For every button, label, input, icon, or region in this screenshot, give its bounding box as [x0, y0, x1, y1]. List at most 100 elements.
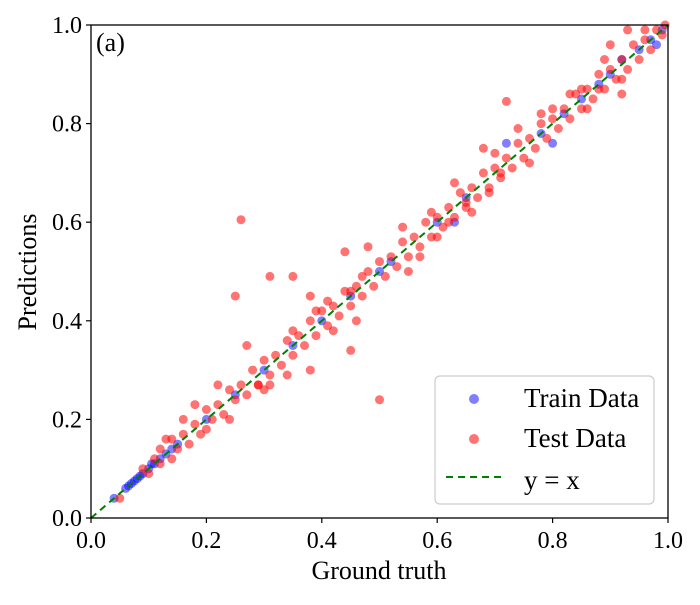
data-point-test [623, 25, 633, 35]
data-point-test [236, 380, 246, 390]
data-point-test [213, 380, 223, 390]
data-point-test [305, 316, 315, 326]
data-point-test [617, 89, 627, 99]
panel-label: (a) [96, 28, 125, 57]
data-point-test [242, 390, 252, 400]
y-tick-label: 1.0 [52, 13, 82, 39]
x-tick-label: 0.2 [191, 528, 221, 554]
data-point-test [600, 55, 609, 64]
data-point-test [444, 217, 454, 227]
data-point-test [190, 419, 200, 429]
data-point-test [513, 124, 523, 133]
data-point-test [594, 69, 604, 79]
data-point-test [351, 316, 361, 326]
data-point-test [340, 247, 350, 257]
data-point-test [276, 360, 286, 370]
data-point-test [398, 222, 408, 232]
data-point-test [398, 237, 408, 247]
legend-marker-test [469, 434, 479, 444]
legend-label-test: Test Data [524, 423, 626, 453]
data-point-test [473, 193, 483, 203]
y-tick-label: 0.8 [52, 112, 82, 138]
data-point-test [525, 158, 534, 168]
data-point-test [305, 291, 315, 301]
data-point-test [328, 326, 338, 336]
data-point-test [507, 163, 517, 173]
ticks-layer: 0.0 0.2 0.4 0.6 0.8 1.0 0.0 0.2 0.4 0.6 0.8 1.0 [52, 13, 683, 554]
data-point-test [461, 198, 471, 207]
data-point-test [415, 252, 425, 262]
data-point-test [230, 291, 240, 301]
data-point-test [201, 424, 211, 434]
y-tick-label: 0.0 [52, 506, 82, 532]
data-point-test [467, 207, 477, 217]
data-point-test [455, 188, 465, 198]
data-point-test [300, 341, 309, 350]
data-point-test [167, 454, 177, 464]
data-point-test [242, 341, 252, 350]
data-point-test [115, 493, 125, 503]
data-point-test [380, 271, 390, 281]
data-point-test [282, 336, 292, 345]
data-point-test [628, 40, 638, 50]
data-point-test [478, 143, 488, 153]
data-point-test [588, 94, 598, 104]
data-point-test [155, 444, 165, 454]
data-point-test [236, 215, 246, 225]
data-point-test [375, 257, 384, 267]
legend: Train Data Test Data y = x [434, 375, 655, 505]
x-tick-label: 0.6 [422, 528, 452, 554]
data-point-test [490, 148, 500, 158]
data-point-test [421, 217, 431, 227]
data-point-test [259, 355, 269, 365]
x-tick-label: 0.8 [538, 528, 568, 554]
data-point-test [288, 350, 298, 360]
data-point-test [305, 365, 315, 375]
legend-label-reference: y = x [524, 465, 580, 495]
legend-box [434, 375, 655, 505]
data-point-test [450, 178, 459, 188]
data-point-test [409, 232, 419, 242]
data-point-test [357, 271, 367, 281]
data-point-test [346, 301, 356, 311]
data-point-test [496, 168, 506, 178]
legend-label-train: Train Data [524, 383, 639, 413]
x-tick-label: 0.0 [76, 528, 106, 554]
x-tick-label: 1.0 [653, 528, 683, 554]
data-point-test [553, 124, 563, 133]
data-point-test [548, 114, 558, 124]
data-point-test [311, 306, 321, 316]
data-point-test [178, 414, 188, 424]
data-point-test [167, 434, 177, 444]
data-point-test [536, 119, 546, 129]
data-point-test [323, 296, 333, 306]
data-point-test [501, 96, 511, 106]
data-point-test [478, 168, 488, 178]
data-point-test [201, 405, 211, 414]
data-point-test [392, 262, 402, 272]
y-equals-x-line [90, 24, 669, 519]
data-point-test [640, 25, 650, 35]
data-point-test [426, 207, 436, 217]
x-tick-label: 0.4 [307, 528, 337, 554]
data-point-test [369, 281, 379, 291]
points-layer [109, 20, 670, 503]
data-point-test [265, 370, 275, 380]
data-point-test [311, 331, 321, 341]
data-point-test [617, 74, 627, 84]
data-point-test [375, 395, 384, 405]
data-point-test [565, 114, 575, 124]
data-point-test [536, 109, 546, 119]
data-point-test [357, 291, 367, 301]
data-point-test [513, 138, 523, 148]
data-point-test [346, 345, 356, 355]
data-point-test [259, 385, 269, 395]
y-tick-label: 0.4 [52, 309, 82, 335]
data-point-test [501, 153, 511, 163]
data-point-test [207, 414, 217, 424]
data-point-test [565, 89, 575, 99]
data-point-test [432, 232, 442, 242]
x-axis-title: Ground truth [311, 556, 446, 585]
